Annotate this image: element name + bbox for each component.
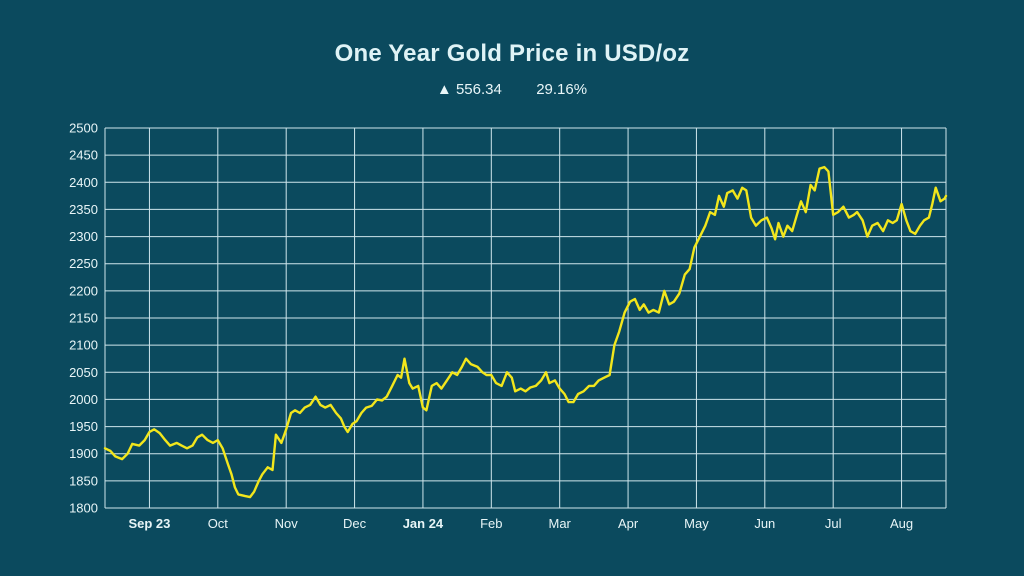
x-tick-label: Aug — [890, 516, 913, 531]
y-tick-label: 1850 — [69, 473, 98, 488]
x-tick-label: Oct — [208, 516, 229, 531]
y-tick-label: 2150 — [69, 311, 98, 326]
y-tick-label: 2400 — [69, 175, 98, 190]
y-tick-label: 2250 — [69, 256, 98, 271]
x-tick-label: Jul — [825, 516, 842, 531]
x-tick-label: Feb — [480, 516, 502, 531]
x-tick-label: Jan 24 — [403, 516, 444, 531]
x-tick-label: Nov — [275, 516, 299, 531]
x-tick-label: Dec — [343, 516, 367, 531]
x-tick-label: Apr — [618, 516, 639, 531]
change-absolute: 556.34 — [455, 81, 502, 98]
y-tick-label: 1800 — [69, 501, 98, 516]
y-tick-label: 2200 — [69, 283, 98, 298]
x-tick-label: Sep 23 — [128, 516, 170, 531]
y-tick-label: 2350 — [69, 202, 98, 217]
gold-price-line — [103, 165, 948, 499]
chart-title: One Year Gold Price in USD/oz — [334, 40, 690, 67]
y-tick-label: 2100 — [69, 338, 98, 353]
y-tick-label: 1950 — [69, 419, 98, 434]
chart-grid — [104, 127, 947, 509]
x-tick-label: Jun — [754, 516, 775, 531]
up-arrow-icon: ▲ — [436, 81, 452, 98]
y-tick-label: 2000 — [69, 392, 98, 407]
y-tick-label: 1900 — [69, 446, 98, 461]
y-tick-label: 2500 — [69, 121, 98, 136]
y-tick-label: 2300 — [69, 229, 98, 244]
x-axis: Sep 23 Oct Nov Dec Jan 24 Feb Mar Apr May Jun Jul A… — [128, 516, 913, 531]
y-axis: 1800 1850 1900 1950 2000 2050 2100 2150 2200 2250… — [69, 121, 98, 516]
x-tick-label: May — [684, 516, 709, 531]
y-tick-label: 2450 — [69, 148, 98, 163]
y-tick-label: 2050 — [69, 365, 98, 380]
x-tick-label: Mar — [548, 516, 571, 531]
price-change: ▲ 556.34 29.16% — [0, 81, 1024, 98]
change-percent: 29.16% — [536, 81, 588, 98]
